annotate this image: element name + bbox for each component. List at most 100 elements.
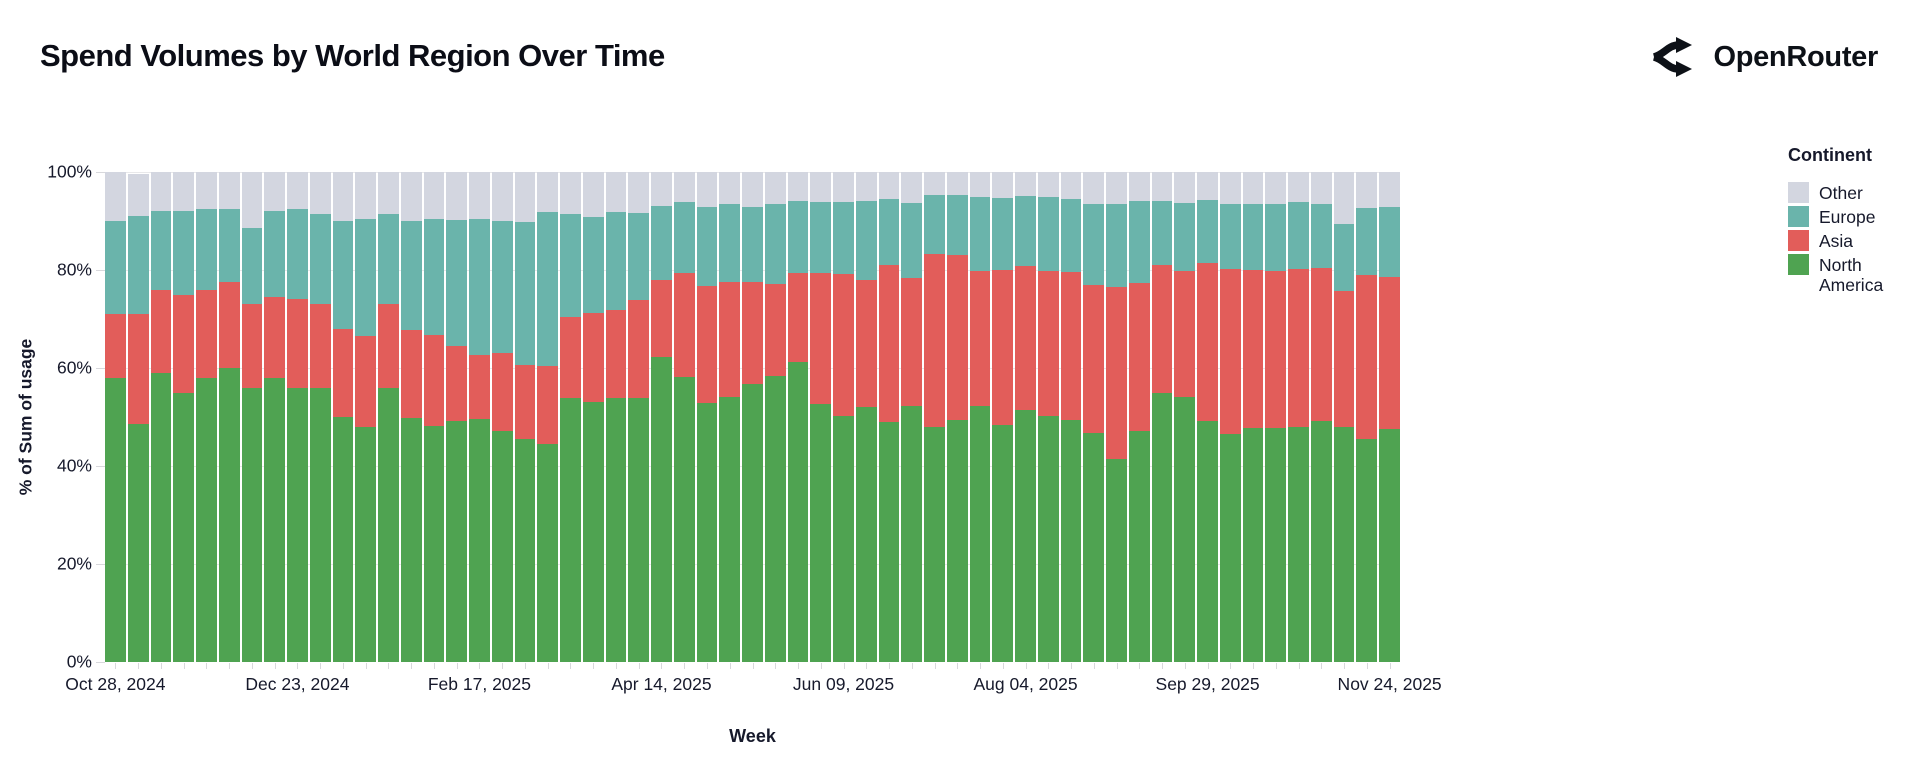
bar-segment-asia[interactable] — [309, 304, 331, 388]
bar-segment-north-america[interactable] — [946, 419, 968, 662]
bar-week-53[interactable] — [1288, 172, 1309, 662]
bar-segment-europe[interactable] — [605, 211, 627, 311]
bar-week-41[interactable] — [1015, 172, 1036, 662]
bar-segment-asia[interactable] — [469, 354, 490, 419]
bar-segment-other[interactable] — [309, 172, 331, 214]
bar-segment-other[interactable] — [1379, 172, 1400, 208]
bar-segment-other[interactable] — [901, 172, 922, 204]
bar-segment-asia[interactable] — [400, 329, 422, 419]
bar-segment-north-america[interactable] — [833, 415, 854, 662]
bar-week-20[interactable] — [537, 172, 558, 662]
bar-segment-north-america[interactable] — [1083, 432, 1104, 662]
bar-segment-europe[interactable] — [355, 218, 376, 337]
bar-week-12[interactable] — [355, 172, 376, 662]
bar-segment-other[interactable] — [537, 172, 558, 213]
bar-week-52[interactable] — [1265, 172, 1286, 662]
bar-week-32[interactable] — [810, 172, 831, 662]
bar-segment-asia[interactable] — [992, 270, 1013, 425]
bar-week-46[interactable] — [1128, 172, 1150, 662]
bar-segment-other[interactable] — [1310, 172, 1332, 204]
bar-week-37[interactable] — [924, 172, 945, 662]
bar-segment-north-america[interactable] — [901, 405, 922, 662]
bar-segment-north-america[interactable] — [1356, 439, 1377, 662]
bar-segment-north-america[interactable] — [446, 420, 467, 662]
bar-segment-north-america[interactable] — [218, 368, 240, 662]
bar-segment-north-america[interactable] — [878, 421, 900, 662]
bar-segment-asia[interactable] — [355, 336, 376, 427]
bar-segment-asia[interactable] — [1310, 267, 1332, 421]
bar-segment-asia[interactable] — [924, 254, 945, 427]
bar-segment-europe[interactable] — [560, 214, 581, 317]
bar-segment-north-america[interactable] — [355, 426, 376, 662]
bar-week-5[interactable] — [196, 172, 217, 662]
bar-week-28[interactable] — [719, 172, 740, 662]
bar-segment-other[interactable] — [1265, 172, 1286, 204]
bar-week-29[interactable] — [742, 172, 763, 662]
bar-segment-north-america[interactable] — [469, 418, 490, 662]
bar-segment-asia[interactable] — [196, 289, 217, 378]
bar-segment-other[interactable] — [514, 172, 536, 222]
bar-segment-asia[interactable] — [241, 304, 263, 388]
bar-segment-europe[interactable] — [969, 197, 991, 271]
bar-segment-asia[interactable] — [696, 285, 718, 404]
bar-segment-asia[interactable] — [605, 310, 627, 399]
bar-segment-other[interactable] — [287, 172, 308, 209]
bar-segment-europe[interactable] — [855, 201, 877, 280]
bar-segment-north-america[interactable] — [582, 401, 604, 662]
bar-week-14[interactable] — [400, 172, 422, 662]
bar-week-43[interactable] — [1060, 172, 1082, 662]
bar-segment-north-america[interactable] — [696, 403, 718, 662]
bar-segment-other[interactable] — [787, 172, 809, 201]
bar-segment-north-america[interactable] — [332, 417, 354, 662]
bar-segment-north-america[interactable] — [1219, 434, 1241, 662]
bar-segment-other[interactable] — [833, 172, 854, 203]
bar-segment-asia[interactable] — [1083, 284, 1104, 433]
bar-week-40[interactable] — [992, 172, 1013, 662]
bar-segment-asia[interactable] — [1242, 270, 1264, 429]
bar-segment-europe[interactable] — [1174, 203, 1195, 271]
bar-week-1[interactable] — [105, 172, 126, 662]
bar-week-25[interactable] — [651, 172, 672, 662]
bar-segment-asia[interactable] — [127, 314, 149, 425]
bar-segment-asia[interactable] — [1037, 270, 1059, 416]
bar-segment-asia[interactable] — [855, 279, 877, 408]
bar-segment-other[interactable] — [992, 172, 1013, 198]
bar-segment-north-america[interactable] — [423, 425, 445, 662]
bar-segment-asia[interactable] — [105, 314, 126, 378]
bar-segment-other[interactable] — [1151, 172, 1173, 201]
bar-segment-europe[interactable] — [992, 197, 1013, 271]
bar-week-27[interactable] — [696, 172, 718, 662]
legend-item-asia[interactable]: Asia — [1788, 230, 1910, 251]
bar-segment-north-america[interactable] — [514, 439, 536, 662]
bar-segment-europe[interactable] — [514, 221, 536, 366]
bar-segment-other[interactable] — [264, 172, 285, 212]
bar-segment-europe[interactable] — [127, 216, 149, 315]
bar-segment-asia[interactable] — [1128, 282, 1150, 431]
bar-segment-north-america[interactable] — [1265, 428, 1286, 662]
bar-segment-other[interactable] — [1037, 172, 1059, 198]
bar-week-49[interactable] — [1197, 172, 1218, 662]
bar-segment-other[interactable] — [742, 172, 763, 207]
bar-week-2[interactable] — [127, 172, 149, 662]
bar-segment-other[interactable] — [1242, 172, 1264, 205]
bar-segment-other[interactable] — [1197, 172, 1218, 200]
bar-segment-north-america[interactable] — [1288, 426, 1309, 662]
bar-segment-other[interactable] — [218, 172, 240, 209]
bar-segment-asia[interactable] — [651, 279, 672, 357]
bar-segment-europe[interactable] — [719, 204, 740, 282]
bar-week-21[interactable] — [560, 172, 581, 662]
bar-segment-north-america[interactable] — [173, 392, 194, 662]
bar-segment-europe[interactable] — [1219, 203, 1241, 270]
bar-segment-other[interactable] — [1219, 172, 1241, 204]
bar-segment-north-america[interactable] — [1037, 415, 1059, 662]
bar-week-10[interactable] — [309, 172, 331, 662]
bar-segment-asia[interactable] — [560, 316, 581, 399]
bar-week-19[interactable] — [514, 172, 536, 662]
legend-item-europe[interactable]: Europe — [1788, 206, 1910, 227]
bar-week-42[interactable] — [1037, 172, 1059, 662]
bar-segment-europe[interactable] — [1310, 203, 1332, 268]
bar-week-39[interactable] — [969, 172, 991, 662]
bar-segment-north-america[interactable] — [719, 397, 740, 662]
bar-segment-europe[interactable] — [1197, 199, 1218, 264]
bar-segment-north-america[interactable] — [560, 398, 581, 662]
